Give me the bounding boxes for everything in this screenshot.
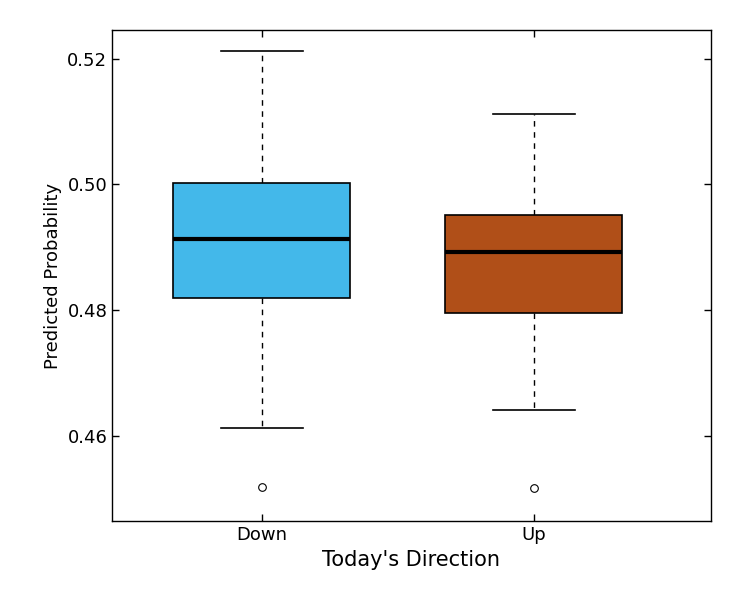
X-axis label: Today's Direction: Today's Direction — [322, 550, 500, 570]
Y-axis label: Predicted Probability: Predicted Probability — [44, 182, 62, 369]
Bar — [174, 183, 350, 298]
Bar — [445, 215, 622, 313]
